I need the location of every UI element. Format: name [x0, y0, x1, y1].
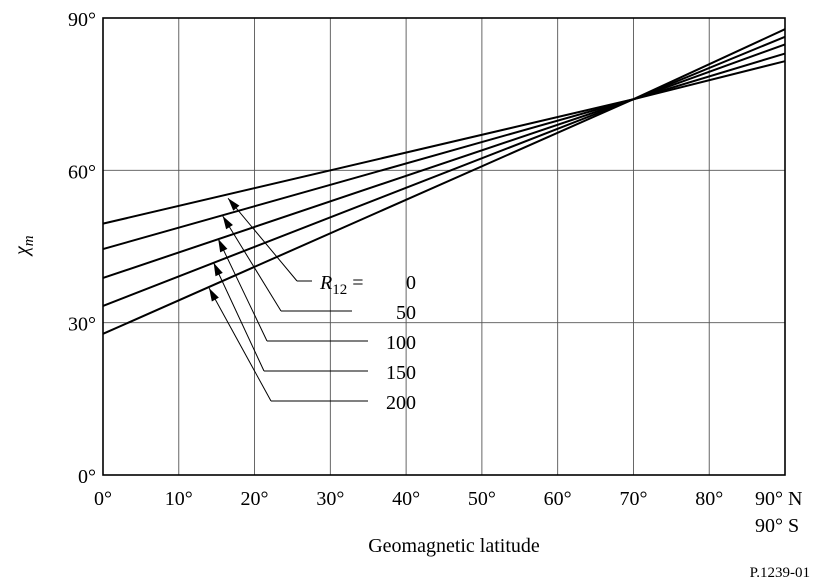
series-line-50 [102, 52, 786, 251]
figure-id: P.1239-01 [750, 565, 810, 580]
legend-label-200: 200 [386, 392, 416, 414]
y-tick-label: 60° [68, 161, 96, 183]
y-axis-label: χm [11, 235, 37, 257]
series-line-0 [102, 60, 786, 225]
arrowhead [222, 216, 233, 230]
leader-line [227, 197, 298, 282]
leader-line [208, 287, 272, 402]
legend-label-150: 150 [386, 362, 416, 384]
x-axis-label: Geomagnetic latitude [368, 535, 540, 557]
y-axis-subscript: m [21, 235, 37, 246]
x-tick-label: 50° [468, 488, 496, 510]
x-tick-label-south: 90° S [755, 515, 799, 537]
legend-label-0: 0 [406, 272, 416, 294]
y-tick-label: 0° [78, 466, 96, 488]
legend-label-100: 100 [386, 332, 416, 354]
x-tick-labels: 0° 10° 20° 30° 40° 50° 60° 70° 80° 90° N 90° S [94, 488, 802, 537]
legend: 0 50 100 150 200 R12 = [319, 272, 416, 414]
arrowhead [228, 198, 240, 211]
arrowhead [213, 262, 223, 277]
x-tick-label: 80° [695, 488, 723, 510]
y-tick-labels: 0° 30° 60° 90° [68, 9, 96, 488]
leader-line [217, 238, 268, 342]
x-tick-label: 30° [316, 488, 344, 510]
x-tick-label: 60° [544, 488, 572, 510]
y-axis-symbol: χ [11, 245, 33, 257]
plot-frame [102, 17, 786, 476]
leader-line [213, 262, 265, 372]
leader-line [222, 215, 282, 312]
x-tick-label: 20° [241, 488, 269, 510]
x-tick-label: 10° [165, 488, 193, 510]
x-tick-label: 90° N [755, 488, 802, 510]
arrowhead [209, 288, 219, 302]
x-tick-label: 40° [392, 488, 420, 510]
arrowhead [218, 238, 228, 253]
y-tick-label: 30° [68, 314, 96, 336]
x-tick-label: 70° [619, 488, 647, 510]
series-lines [102, 28, 786, 335]
legend-label-50: 50 [396, 302, 416, 324]
x-tick-label: 0° [94, 488, 112, 510]
series-line-200 [102, 28, 786, 335]
legend-prefix: R12 = [319, 272, 364, 298]
y-tick-label: 90° [68, 9, 96, 31]
legend-arrows [208, 197, 368, 402]
grid [103, 18, 785, 475]
